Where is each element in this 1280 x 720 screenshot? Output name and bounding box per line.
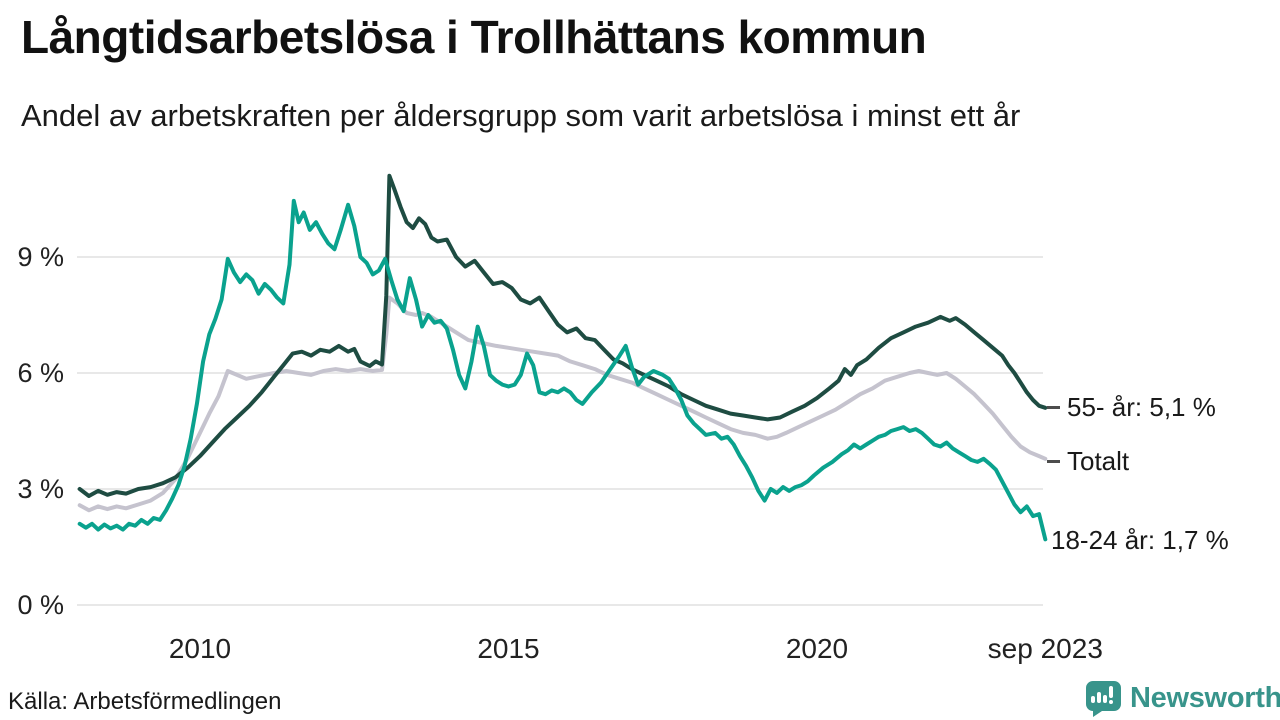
end-label-tick-dash <box>1047 459 1060 463</box>
y-tick-label-0: 0 % <box>17 590 64 620</box>
source-note: Källa: Arbetsförmedlingen <box>8 688 282 715</box>
end-label-tick-dash <box>1047 406 1060 410</box>
chart-title: Långtidsarbetslösa i Trollhättans kommun <box>21 11 927 63</box>
series-line-totalt <box>77 295 1048 513</box>
y-tick-label-3: 3 % <box>17 473 64 504</box>
chart-subtitle: Andel av arbetskraften per åldersgrupp s… <box>21 98 1021 133</box>
series-line-18-24-ar <box>77 198 1048 542</box>
x-tick-label-sep-2023: sep 2023 <box>987 633 1103 664</box>
x-tick-label-2020: 2020 <box>785 633 849 664</box>
x-tick-label-2010: 2010 <box>168 633 232 664</box>
y-tick-label-9: 9 % <box>17 241 64 272</box>
series-line-55-ar <box>77 173 1048 498</box>
y-tick-label-6: 6 % <box>17 357 64 388</box>
end-label-text: 55- år: 5,1 % <box>1067 392 1216 423</box>
end-label-18-24-ar: 18-24 år: 1,7 % <box>1051 524 1229 558</box>
x-tick-label-2015: 2015 <box>477 633 540 664</box>
end-label-totalt: Totalt <box>1047 444 1129 478</box>
end-label-55-ar: 55- år: 5,1 % <box>1047 391 1216 425</box>
brand-logo: Newsworthy <box>1083 679 1280 717</box>
newsworthy-chart-bubble-icon <box>1086 681 1121 717</box>
brand-name: Newsworthy <box>1130 681 1280 714</box>
end-label-text: Totalt <box>1067 445 1130 476</box>
end-label-text: 18-24 år: 1,7 % <box>1051 525 1229 556</box>
